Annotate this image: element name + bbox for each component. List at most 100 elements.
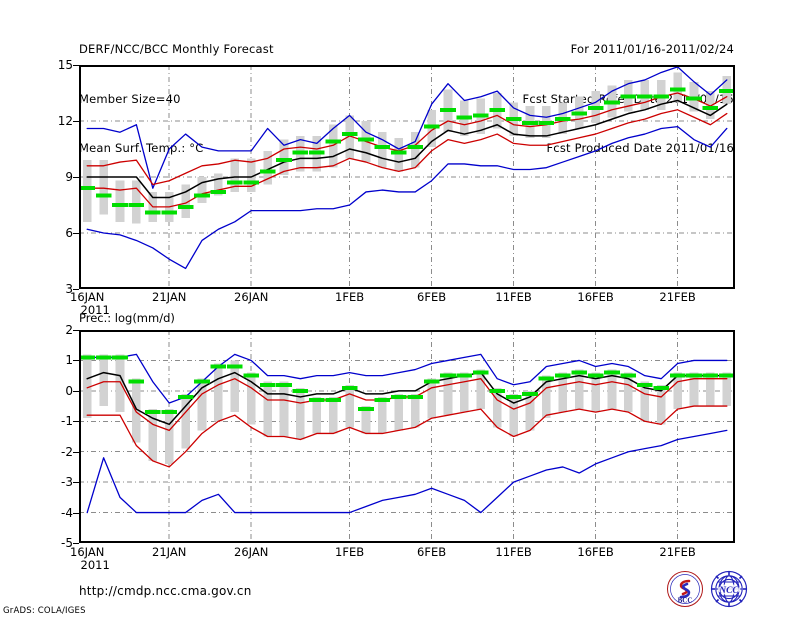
median-marker [292, 150, 309, 155]
x-tick-label: 21FEB [659, 290, 696, 304]
median-marker [522, 120, 538, 125]
spread-bar [164, 409, 174, 464]
series-upper-quartile [86, 92, 728, 186]
median-marker [276, 158, 292, 163]
series-maximum [86, 353, 728, 404]
median-marker [604, 100, 620, 105]
series-ensemble-mean [86, 371, 728, 426]
spread-bar [558, 372, 568, 413]
y-tick-label: -2 [61, 444, 73, 459]
ncc-logo-caption: NCC [718, 586, 739, 596]
y-tick-mark [73, 451, 79, 453]
x-tick-label: 6FEB [417, 545, 447, 559]
spread-bar [296, 387, 305, 440]
y-tick-mark [73, 289, 79, 290]
spread-bar [82, 354, 92, 419]
spread-bar [82, 160, 92, 222]
median-marker [79, 355, 95, 360]
spread-bar [99, 354, 108, 407]
gridlines [79, 330, 735, 543]
median-marker [309, 150, 325, 155]
source-url[interactable]: http://cmdp.ncc.cma.gov.cn [79, 584, 252, 598]
y-tick-mark [73, 543, 79, 544]
median-marker [128, 379, 145, 384]
y-tick-label: -5 [61, 536, 73, 550]
series-minimum [86, 125, 728, 270]
x-tick-label: 16JAN [70, 545, 105, 559]
x-tick-label: 16FEB [577, 545, 614, 559]
temp-x-axis-labels: 16JAN 21JAN 26JAN 1FEB 6FEB 11FEB 16FEB 21FEB 20… [70, 290, 735, 317]
forecast-period-label: For 2011/01/16-2011/02/24 [570, 42, 734, 56]
spread-bar [394, 393, 404, 431]
median-marker [391, 150, 407, 155]
median-marker [538, 120, 555, 125]
median-marker [325, 397, 341, 402]
ensemble-spread-bars [82, 354, 732, 464]
median-marker [440, 373, 456, 378]
median-marker [637, 94, 653, 99]
median-marker [587, 105, 604, 110]
median-marker [522, 391, 538, 396]
series-upper-quartile [86, 378, 728, 432]
x-tick-label: 1FEB [335, 290, 365, 304]
median-marker [309, 397, 325, 402]
temperature-plot-canvas [79, 65, 735, 289]
median-markers [79, 87, 735, 215]
median-marker [128, 203, 145, 207]
bcc-logo-caption: BCC [678, 597, 693, 605]
series-ensemble-mean [86, 99, 728, 199]
median-marker [259, 382, 276, 387]
median-marker [210, 364, 227, 369]
y-tick-label: 0 [65, 383, 73, 398]
median-marker [161, 210, 177, 215]
spread-bar [361, 406, 371, 434]
median-marker [555, 117, 571, 122]
median-marker [686, 373, 702, 378]
x-tick-label: 21FEB [659, 545, 696, 559]
spread-bar [460, 372, 469, 413]
y-tick-label: -4 [61, 505, 73, 520]
spread-bar [591, 372, 600, 413]
chart-title: DERF/NCC/BCC Monthly Forecast [79, 42, 274, 56]
y-tick-label: 9 [65, 170, 73, 184]
spread-bar [722, 372, 732, 407]
prec-y-axis-labels: -5 -4 -3 -2 -1 0 1 2 [33, 323, 79, 550]
spread-bar [574, 369, 584, 410]
median-marker [243, 180, 259, 185]
y-tick-label: 3 [65, 282, 73, 296]
median-marker [341, 132, 358, 137]
median-marker [637, 382, 653, 387]
y-tick-label: 15 [57, 58, 73, 72]
x-axis-year-label: 2011 [80, 558, 110, 572]
median-marker [374, 145, 391, 150]
median-marker [95, 355, 112, 360]
spread-bar [542, 375, 551, 419]
x-tick-label: 6FEB [417, 290, 447, 304]
spread-bar [443, 372, 453, 416]
median-marker [653, 385, 669, 390]
spread-bar [279, 381, 289, 437]
spread-bar [263, 150, 272, 185]
spread-bar [378, 132, 387, 168]
spread-bar [607, 369, 617, 410]
median-marker [555, 373, 571, 378]
ncc-logo: NCC [710, 570, 748, 608]
spread-bar [279, 139, 289, 176]
y-tick-mark [73, 421, 79, 423]
median-marker [686, 96, 702, 101]
median-marker [505, 117, 522, 122]
x-tick-label: 11FEB [495, 545, 532, 559]
spread-bar [214, 363, 223, 422]
x-tick-label: 1FEB [335, 545, 365, 559]
spread-bar [181, 184, 190, 219]
logo-group: BCC NCC [666, 570, 748, 608]
y-tick-mark [73, 121, 79, 122]
spread-bar [525, 390, 535, 431]
median-marker [194, 379, 210, 384]
median-marker [423, 379, 440, 384]
y-tick-label: 6 [65, 226, 73, 240]
median-marker [571, 111, 587, 116]
spread-bar [230, 158, 240, 192]
spread-bar [410, 132, 420, 168]
series-lower-quartile [86, 405, 728, 468]
